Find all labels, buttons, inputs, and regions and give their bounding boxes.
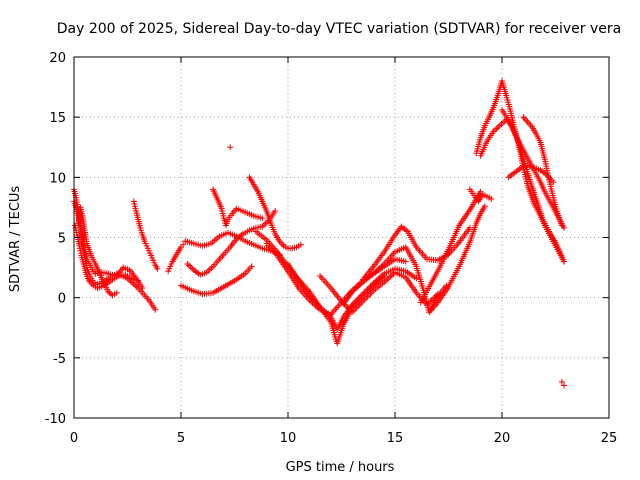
x-tick-label: 5: [177, 431, 185, 446]
series-arc4: [75, 204, 120, 299]
data-point: [272, 208, 279, 215]
data-point: [297, 241, 304, 248]
y-tick-label: 10: [49, 171, 66, 186]
series-arc8: [184, 208, 279, 278]
data-point: [259, 215, 266, 222]
x-tick-label: 10: [280, 431, 297, 446]
series-outliers: [227, 144, 568, 389]
data-point: [152, 306, 159, 313]
data-point: [248, 263, 255, 270]
series-arc6: [165, 241, 187, 275]
x-tick-label: 20: [494, 431, 511, 446]
x-tick-label: 0: [70, 431, 78, 446]
data-point: [561, 258, 568, 265]
series-arc15: [317, 269, 441, 316]
data-point: [466, 224, 473, 231]
data-point: [180, 241, 187, 248]
chart-title: Day 200 of 2025, Sidereal Day-to-day VTE…: [57, 21, 621, 37]
axis-ticks: [73, 56, 610, 419]
x-tick-labels: 0 5 10 15 20 25: [70, 431, 617, 446]
series-arc5: [130, 198, 161, 272]
series-arc11: [246, 174, 304, 252]
data-point: [488, 195, 495, 202]
data-point: [113, 289, 120, 296]
series-arc14: [285, 260, 420, 332]
data-point: [402, 258, 409, 265]
series-arc3: [72, 222, 142, 292]
series-arc10: [210, 186, 266, 229]
y-tick-label: 5: [58, 232, 66, 247]
y-tick-label: 0: [58, 292, 66, 307]
x-axis-label: GPS time / hours: [286, 460, 395, 475]
y-axis-label: SDTVAR / TECUs: [8, 186, 23, 293]
data-point: [135, 277, 142, 284]
data-point: [558, 222, 565, 229]
x-tick-label: 25: [601, 431, 618, 446]
series-arc19: [417, 188, 484, 306]
series-arc16: [340, 244, 450, 316]
y-tick-label: 20: [49, 51, 66, 66]
y-tick-label: 15: [49, 111, 66, 126]
x-tick-label: 15: [387, 431, 404, 446]
data-point: [558, 378, 565, 385]
data-points: [71, 78, 568, 389]
y-tick-label: -10: [45, 412, 66, 427]
y-tick-label: -5: [53, 352, 66, 367]
series-arc9: [178, 263, 255, 298]
series-arc25: [520, 114, 565, 229]
series-arc24: [505, 162, 557, 186]
data-point: [154, 265, 161, 272]
series-arc17: [359, 223, 473, 283]
series-arc20: [466, 186, 495, 205]
data-point: [227, 144, 234, 151]
data-point: [388, 272, 395, 279]
y-tick-labels: -10 -5 0 5 10 15 20: [45, 51, 66, 427]
data-point: [413, 275, 420, 282]
series-arc18: [426, 203, 488, 316]
grid-lines: [74, 57, 609, 418]
data-point: [561, 382, 568, 389]
data-point: [481, 203, 488, 210]
